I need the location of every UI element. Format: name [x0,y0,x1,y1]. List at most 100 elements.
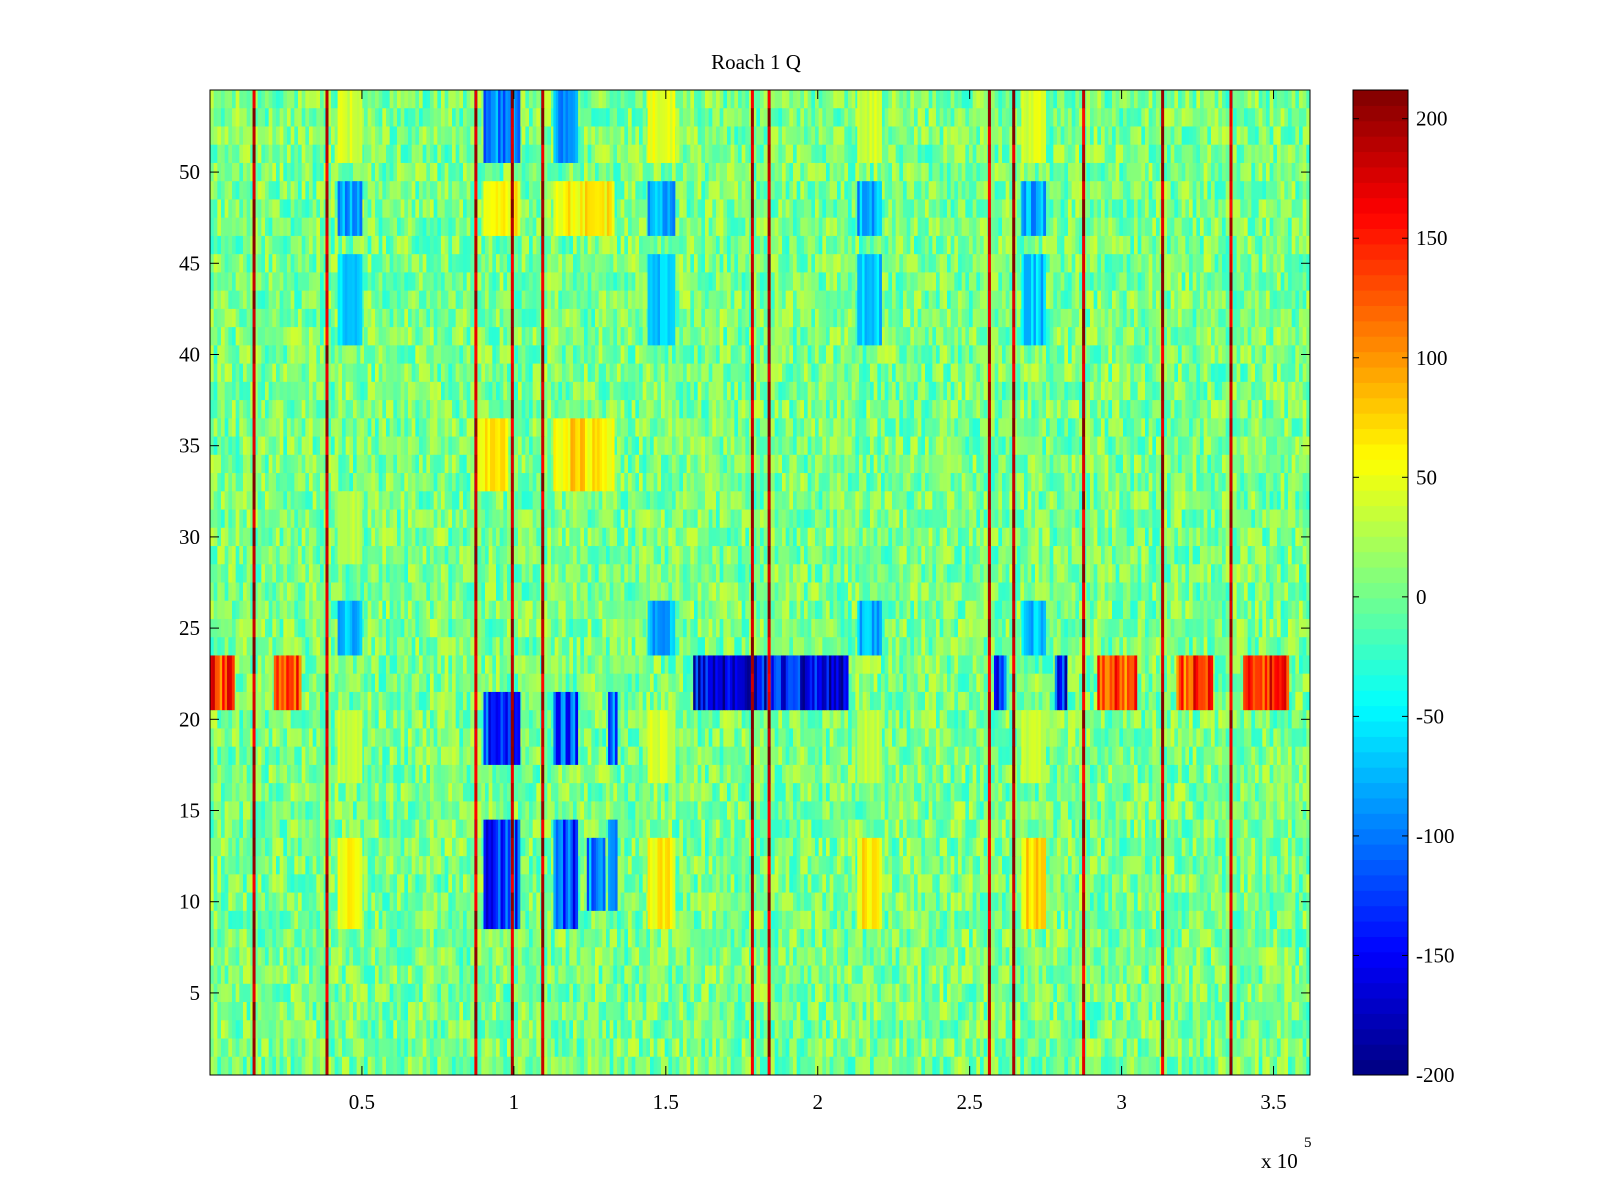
heatmap-cell [609,290,614,310]
heatmap-cell [1207,108,1212,127]
heatmap-cell [521,290,526,310]
heatmap-cell [1053,126,1058,146]
heatmap-cell [983,162,988,182]
heatmap-cell [774,363,779,383]
heatmap-cell [1046,162,1051,182]
heatmap-cell [1126,363,1131,383]
heatmap-cell [804,162,809,182]
heatmap-cell [1196,217,1201,237]
heatmap-cell [980,363,985,383]
heatmap-cell [884,363,889,383]
heatmap-cell [1302,144,1307,164]
heatmap-cell [327,308,332,328]
heatmap-cell [914,327,919,346]
heatmap-cell [316,144,321,164]
heatmap-cell [921,90,926,109]
heatmap-cell [679,381,684,401]
heatmap-cell [675,345,680,365]
heatmap-cell [393,290,398,310]
heatmap-cell [804,327,809,346]
heatmap-cell [1090,217,1095,237]
heatmap-cell [305,290,310,310]
heatmap-cell [1130,254,1135,273]
heatmap-cell [1016,290,1021,310]
heatmap-cell [1247,108,1252,127]
heatmap-cell [1189,235,1194,255]
heatmap-cell [928,308,933,328]
heatmap-cell [950,290,955,310]
heatmap-cell [1068,272,1073,292]
heatmap-cell [400,144,405,164]
heatmap-cell [1273,308,1278,328]
heatmap-cell [276,181,281,200]
heatmap-cell [430,381,435,401]
heatmap-cell [1236,199,1241,219]
heatmap-cell [1093,126,1098,146]
heatmap-cell [1145,363,1150,383]
heatmap-cell [741,290,746,310]
heatmap-cell [925,108,930,127]
heatmap-cell [1126,308,1131,328]
heatmap-cell [485,162,490,182]
heatmap-cell [389,144,394,164]
heatmap-cell [411,308,416,328]
heatmap-cell [624,254,629,273]
heatmap-cell [1134,290,1139,310]
heatmap-cell [367,162,372,182]
heatmap-cell [525,235,530,255]
heatmap-cell [837,217,842,237]
heatmap-cell [950,144,955,164]
heatmap-cell [441,308,446,328]
heatmap-cell [895,345,900,365]
heatmap-cell [910,108,915,127]
heatmap-cell [844,144,849,164]
heatmap-cell [246,254,251,273]
heatmap-cell [1306,290,1311,310]
heatmap-cell [1112,235,1117,255]
heatmap-cell [785,235,790,255]
heatmap-cell [741,144,746,164]
heatmap-cell [862,235,867,255]
heatmap-cell [1225,235,1230,255]
heatmap-cell [466,327,471,346]
heatmap-cell [903,327,908,346]
heatmap-cell [283,254,288,273]
heatmap-cell [338,345,343,365]
heatmap-cell [683,345,688,365]
heatmap-cell [283,381,288,401]
heatmap-cell [562,381,567,401]
heatmap-cell [639,327,644,346]
heatmap-cell [444,308,449,328]
heatmap-cell [1104,90,1109,109]
heatmap-cell [411,345,416,365]
heatmap-cell [1222,217,1227,237]
heatmap-cell [697,327,702,346]
heatmap-cell [694,290,699,310]
heatmap-cell [734,290,739,310]
heatmap-cell [862,381,867,401]
heatmap-cell [624,162,629,182]
heatmap-cell [778,181,783,200]
heatmap-cell [532,162,537,182]
heatmap-cell [518,345,523,365]
heatmap-cell [840,363,845,383]
heatmap-cell [1016,181,1021,200]
heatmap-cell [609,90,614,109]
heatmap-cell [261,181,266,200]
heatmap-cell [591,235,596,255]
heatmap-cell [404,162,409,182]
heatmap-cell [1101,308,1106,328]
heatmap-cell [895,108,900,127]
heatmap-cell [694,254,699,273]
heatmap-cell [892,162,897,182]
heatmap-cell [1123,254,1128,273]
heatmap-cell [532,144,537,164]
heatmap-cell [906,381,911,401]
heatmap-cell [903,290,908,310]
heatmap-cell [316,162,321,182]
heatmap-cell [1005,108,1010,127]
heatmap-cell [932,90,937,109]
heatmap-cell [367,235,372,255]
heatmap-cell [287,327,292,346]
heatmap-cell [1119,144,1124,164]
